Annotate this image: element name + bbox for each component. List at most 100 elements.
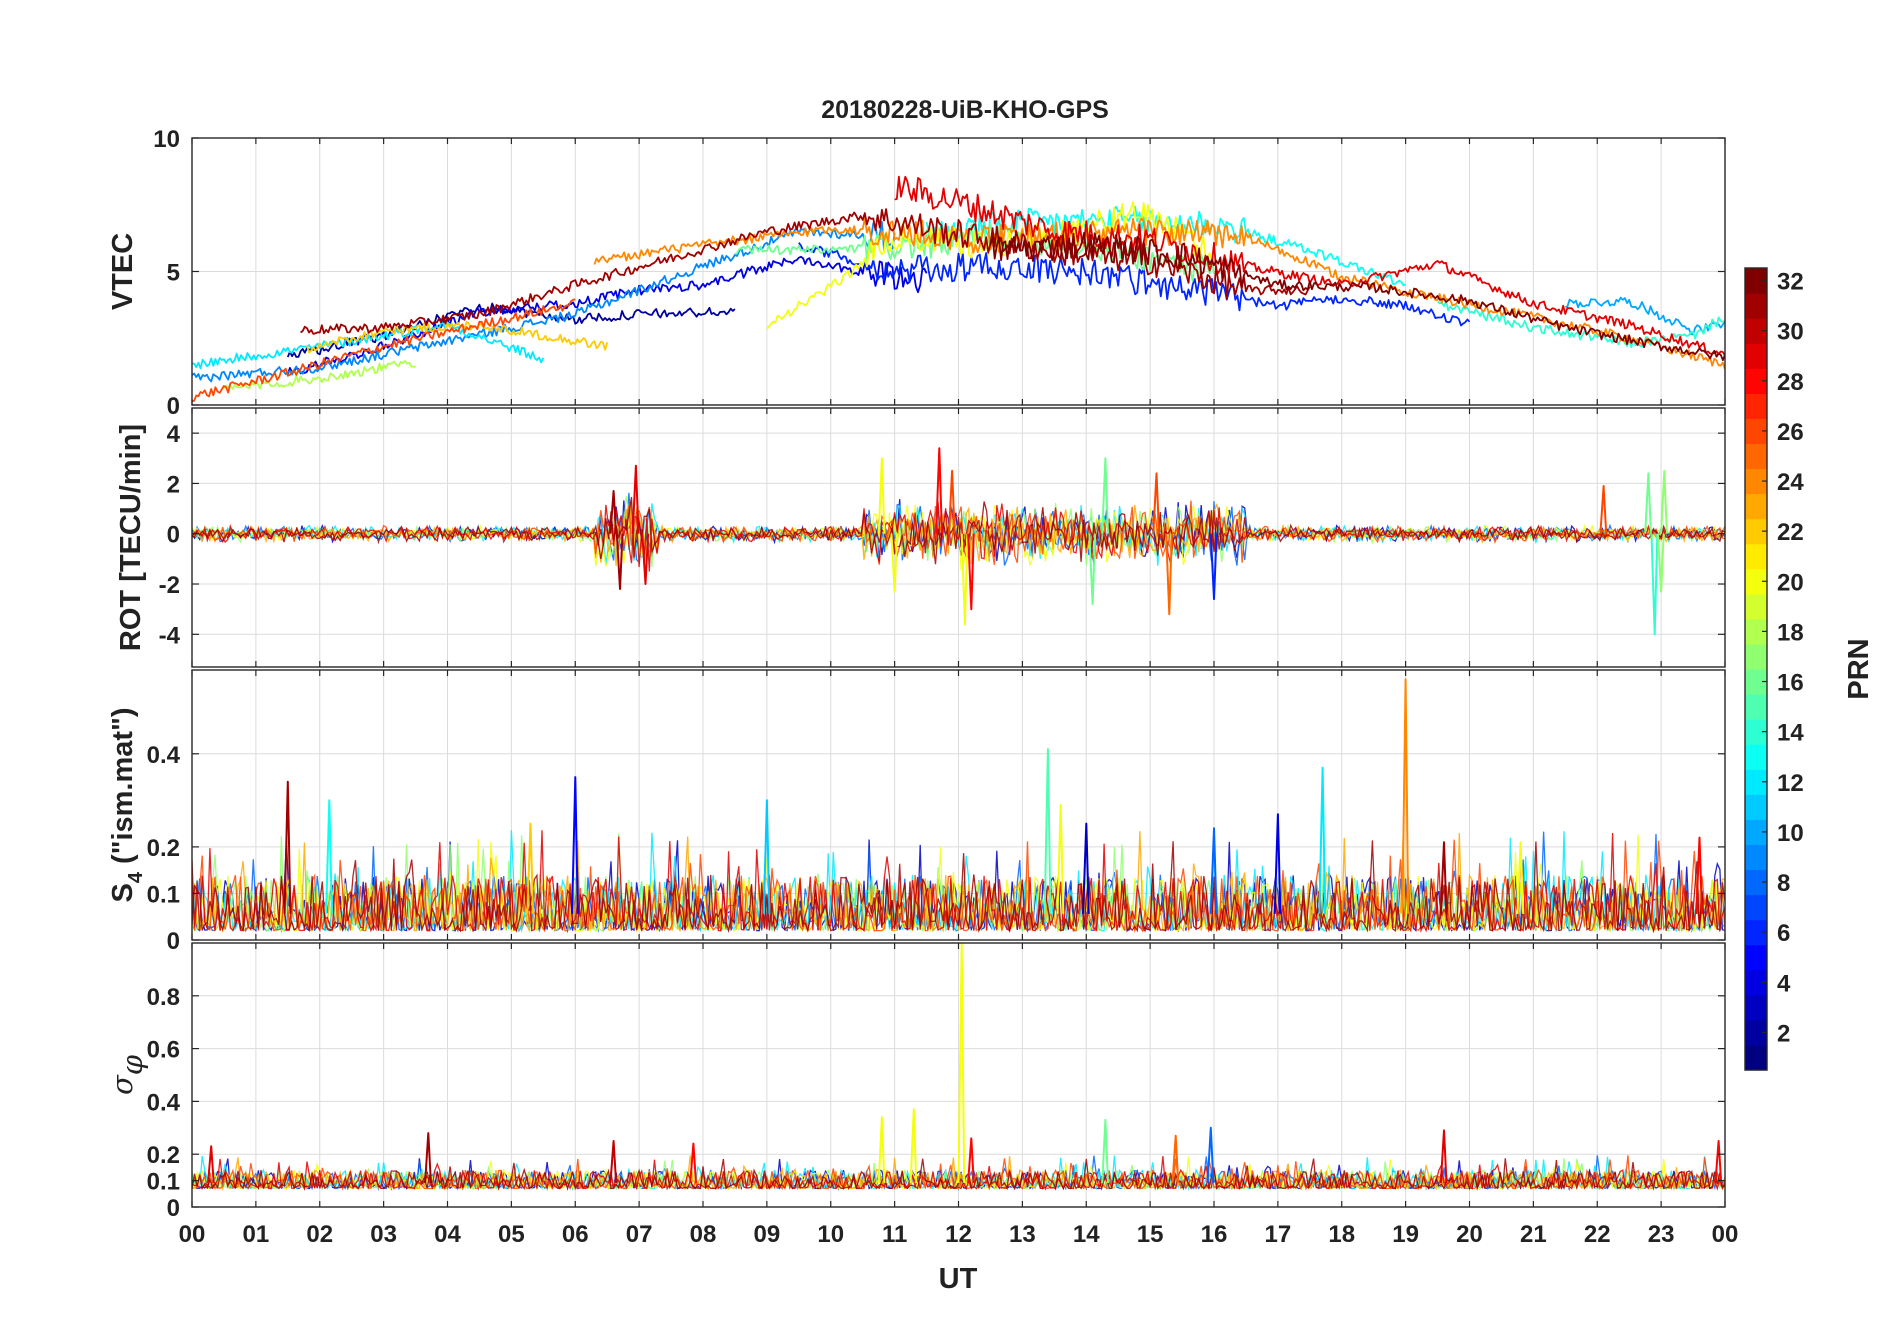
spike-prn-20 xyxy=(1056,804,1065,914)
panel-2: -4 -2 0 2 4 ROT [TECU/min] xyxy=(115,407,1726,668)
x-axis-label: UT xyxy=(939,1263,978,1295)
y-axis-label: S4 ("ism.mat") xyxy=(107,708,147,903)
colorbar-bin xyxy=(1745,969,1767,996)
y-axis-label: σφ xyxy=(105,1054,149,1095)
x-tick-labels: 00 01 02 03 04 05 06 07 08 09 10 11 12 13 14 15 16 17 18 19… xyxy=(179,1221,1739,1248)
x-tick-label: 05 xyxy=(498,1221,525,1248)
spike-prn-16 xyxy=(1644,472,1652,534)
spike-prn-31 xyxy=(424,1132,432,1184)
colorbar-bin xyxy=(1745,1019,1767,1046)
x-tick-label: 16 xyxy=(1201,1221,1228,1248)
spike-prn-25 xyxy=(1165,533,1173,616)
x-tick-label: 00 xyxy=(179,1221,206,1248)
spike-prn-8 xyxy=(1209,827,1218,914)
x-tick-label: 11 xyxy=(882,1221,907,1248)
colorbar-bin xyxy=(1745,769,1767,795)
y-tick-label: 0.1 xyxy=(147,881,180,908)
spike-prn-26 xyxy=(1152,472,1161,534)
panel-3: 0 0.1 0.2 0.4S4 ("ism.mat") xyxy=(107,669,1726,955)
vtec-series-prn-14 xyxy=(1436,300,1725,349)
data-traces xyxy=(192,943,1725,1192)
spike-prn-3 xyxy=(1082,822,1090,914)
x-tick-label: 04 xyxy=(434,1221,461,1248)
colorbar-bin xyxy=(1745,944,1767,971)
colorbar-bin xyxy=(1745,568,1767,595)
spike-prn-28 xyxy=(1714,1140,1723,1184)
y-axis-label: ROT [TECU/min] xyxy=(115,424,147,651)
y-axis-label: VTEC xyxy=(107,233,139,310)
colorbar-tick-label: 4 xyxy=(1777,970,1791,997)
y-tick-label: 10 xyxy=(153,126,180,153)
x-tick-label: 01 xyxy=(243,1221,270,1248)
y-tick-label: 0.8 xyxy=(147,984,180,1011)
vtec-series-prn-24 xyxy=(593,217,1725,370)
colorbar-tick-label: 32 xyxy=(1777,269,1804,296)
spike-prn-5 xyxy=(571,776,579,914)
spike-prn-31 xyxy=(609,490,618,534)
colorbar-tick-label: 18 xyxy=(1777,619,1804,646)
x-tick-label: 17 xyxy=(1265,1221,1292,1248)
spike-prn-28 xyxy=(1695,836,1703,914)
x-tick-label: 08 xyxy=(690,1221,717,1248)
y-tick-label: 0.4 xyxy=(147,1089,181,1116)
x-tick-label: 22 xyxy=(1584,1221,1611,1248)
colorbar-bin xyxy=(1745,368,1767,394)
colorbar-tick-label: 16 xyxy=(1777,670,1804,697)
colorbar-bin xyxy=(1745,318,1767,344)
x-tick-label: 14 xyxy=(1073,1221,1100,1248)
colorbar-frame xyxy=(1744,267,1768,1071)
colorbar-bin xyxy=(1745,543,1767,570)
colorbar-bin xyxy=(1745,268,1767,294)
x-tick-label: 19 xyxy=(1392,1221,1419,1248)
y-tick-label: 0.2 xyxy=(147,835,180,862)
spike-prn-30 xyxy=(609,1140,618,1184)
y-tick-label: 5 xyxy=(167,260,180,287)
vtec-series-prn-26 xyxy=(192,298,576,403)
spike-prn-20 xyxy=(877,1116,886,1184)
vtec-series-prn-20 xyxy=(766,201,1215,330)
colorbar-bin xyxy=(1745,819,1767,846)
x-tick-label: 21 xyxy=(1520,1221,1547,1248)
spike-prn-31 xyxy=(1439,841,1448,914)
spike-prn-20 xyxy=(957,943,966,1184)
colorbar-bin xyxy=(1745,719,1767,745)
panel-1: 0 5 10 VTEC xyxy=(107,126,1726,420)
spike-prn-16 xyxy=(1101,1118,1109,1184)
trace-prn-23 xyxy=(192,499,1725,566)
colorbar-bin xyxy=(1745,293,1767,319)
trace-prn-31 xyxy=(192,1158,1725,1191)
spike-prn-16 xyxy=(1088,533,1097,606)
x-tick-label: 09 xyxy=(754,1221,781,1248)
data-traces xyxy=(192,447,1725,636)
vtec-series-prn-10 xyxy=(1565,296,1725,336)
spike-prn-11 xyxy=(762,799,771,914)
vtec-series-prn-6 xyxy=(798,242,1471,327)
vtec-series-prn-12 xyxy=(192,321,545,370)
colorbar-tick-label: 10 xyxy=(1777,820,1804,847)
trace-prn-29 xyxy=(192,501,1725,572)
trace-prn-31 xyxy=(192,840,1725,934)
colorbar-bin xyxy=(1745,844,1767,871)
colorbar-tick-label: 2 xyxy=(1777,1020,1790,1047)
trace-prn-23 xyxy=(192,831,1725,934)
colorbar-tick-label: 14 xyxy=(1777,720,1804,747)
y-tick-label: 0 xyxy=(167,522,180,549)
y-tick-label: 4 xyxy=(167,421,181,448)
y-tick-label: 0 xyxy=(167,928,180,955)
colorbar-bin xyxy=(1745,618,1767,645)
colorbar-bin xyxy=(1745,794,1767,820)
spike-prn-14 xyxy=(1650,533,1659,636)
colorbar-tick-label: 26 xyxy=(1777,419,1804,446)
vtec-series-prn-32 xyxy=(989,231,1725,362)
colorbar-bin xyxy=(1745,1044,1767,1071)
chart-title: 20180228-UiB-KHO-GPS xyxy=(821,96,1109,124)
colorbar-tick-label: 20 xyxy=(1777,569,1804,596)
spike-prn-31 xyxy=(615,533,624,590)
y-tick-label: 0.2 xyxy=(147,1142,180,1169)
spike-prn-17 xyxy=(1660,469,1668,534)
spike-prn-13 xyxy=(325,799,333,914)
x-tick-label: 23 xyxy=(1648,1221,1675,1248)
data-traces xyxy=(192,175,1725,403)
colorbar-bin xyxy=(1745,493,1767,520)
